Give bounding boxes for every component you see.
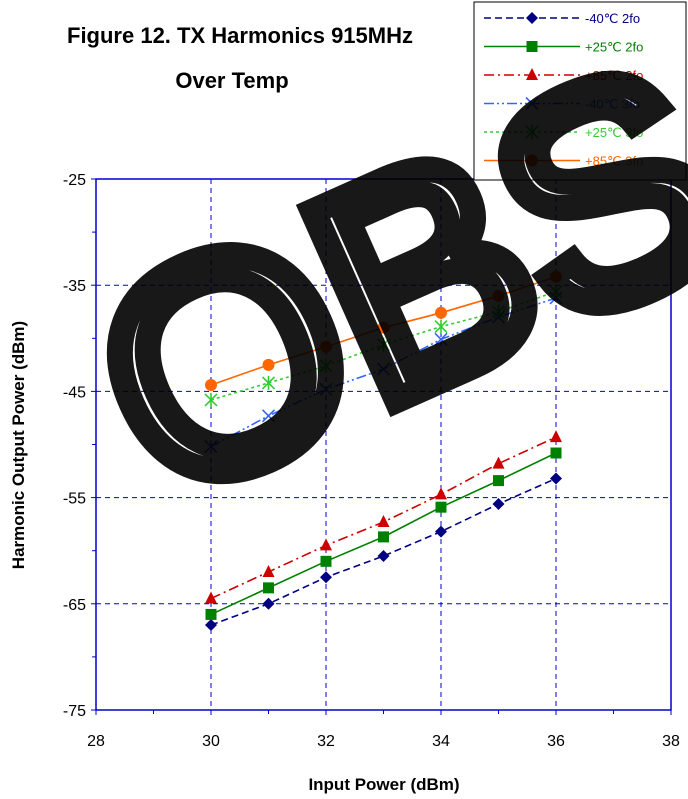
data-point — [435, 306, 447, 319]
data-point — [376, 337, 391, 352]
legend-label: +85℃ 2fo — [585, 68, 643, 83]
chart-title-line-2: Over Temp — [175, 68, 288, 93]
series-group — [204, 270, 563, 632]
data-point — [492, 456, 505, 469]
series-4 — [204, 284, 563, 407]
y-tick-label: -65 — [63, 597, 86, 614]
x-tick-label: 30 — [202, 733, 220, 750]
series-1 — [205, 447, 562, 620]
legend-label: +25℃ 3fo — [585, 125, 643, 140]
data-point — [549, 284, 563, 299]
legend-marker — [525, 125, 539, 139]
legend-marker — [526, 41, 538, 52]
grid-lines — [96, 179, 671, 710]
chart-title-line-1: Figure 12. TX Harmonics 915MHz — [67, 23, 413, 48]
data-point — [493, 475, 504, 487]
data-point — [378, 531, 389, 543]
legend-marker — [526, 154, 538, 167]
data-point — [376, 362, 391, 376]
series-0 — [205, 472, 562, 632]
data-point — [377, 321, 390, 334]
data-point — [261, 409, 276, 423]
x-tick-label: 28 — [87, 733, 105, 750]
legend-label: -40℃ 3fo — [585, 97, 640, 112]
data-point — [320, 340, 332, 353]
data-point — [263, 582, 274, 594]
data-point — [262, 358, 275, 371]
data-point — [492, 497, 505, 510]
legend-item: +25℃ 3fo — [484, 125, 643, 140]
data-point — [492, 289, 505, 302]
x-tick-label: 36 — [547, 733, 565, 750]
legend-label: +25℃ 2fo — [585, 40, 643, 55]
x-axis-label: Input Power (dBm) — [308, 775, 459, 794]
data-point — [205, 608, 217, 620]
data-point — [204, 392, 218, 407]
legend-item: +85℃ 3fo — [484, 154, 643, 169]
y-tick-label: -55 — [63, 491, 86, 508]
data-point — [491, 304, 506, 319]
legend-label: -40℃ 2fo — [585, 11, 640, 26]
legend-item: +85℃ 2fo — [484, 68, 643, 83]
legend-box — [473, 1, 687, 181]
data-point — [320, 538, 332, 551]
data-point — [434, 332, 448, 346]
series-2 — [205, 430, 562, 604]
legend-item: -40℃ 3fo — [484, 97, 640, 112]
data-point — [262, 597, 275, 610]
legend-marker — [525, 96, 539, 111]
y-tick-label: -25 — [63, 172, 86, 189]
data-point — [262, 564, 275, 577]
plot-area — [95, 178, 672, 711]
series-5 — [205, 270, 562, 392]
x-tick-label: 38 — [662, 733, 680, 750]
legend: -40℃ 2fo +25℃ 2fo +85℃ 2fo -40℃ 3fo +25℃ 3fo… — [484, 11, 643, 169]
data-point — [261, 375, 276, 390]
data-point — [205, 379, 217, 392]
data-point — [435, 525, 447, 538]
x-tick-label: 34 — [432, 733, 450, 750]
y-tick-label: -35 — [63, 278, 86, 295]
y-tick-label: -45 — [63, 384, 86, 401]
data-point — [435, 501, 447, 513]
data-point — [435, 487, 447, 500]
data-point — [204, 440, 218, 454]
data-point — [319, 382, 333, 396]
axis-ticks: 28 30 32 34 36 38 -25 -35 -45 -55 -65 -75 — [63, 172, 680, 750]
data-point — [377, 550, 390, 563]
data-point — [320, 571, 332, 584]
data-point — [205, 591, 217, 604]
data-point — [550, 270, 562, 283]
legend-marker — [526, 68, 538, 80]
legend-item: -40℃ 2fo — [484, 11, 640, 26]
x-tick-label: 32 — [317, 733, 335, 750]
legend-item: +25℃ 2fo — [484, 40, 643, 55]
data-point — [550, 447, 562, 459]
data-point — [550, 430, 562, 443]
legend-label: +85℃ 3fo — [585, 154, 643, 169]
data-point — [320, 555, 332, 567]
data-point — [434, 319, 448, 334]
data-point — [205, 619, 217, 632]
data-point — [550, 472, 562, 485]
y-tick-label: -75 — [63, 703, 86, 720]
series-3 — [204, 291, 563, 454]
data-point — [377, 515, 390, 528]
data-point — [319, 358, 333, 373]
y-axis-label: Harmonic Output Power (dBm) — [9, 321, 28, 569]
legend-marker — [526, 12, 538, 24]
